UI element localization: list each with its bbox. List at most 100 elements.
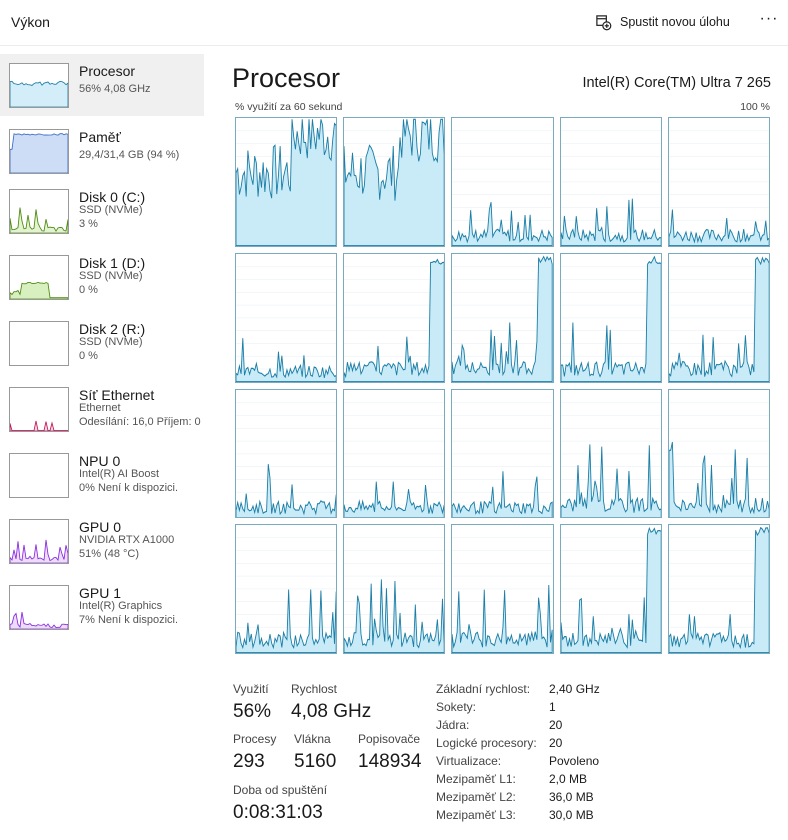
logical-processor-graph — [559, 388, 662, 519]
sidebar-item-detail: Intel(R) Graphics — [79, 600, 163, 612]
sidebar-item-detail: 0 % — [79, 350, 98, 362]
sidebar-item-name: Disk 1 (D:) — [79, 255, 146, 271]
gpu-1-thumbnail-graph — [9, 585, 69, 630]
threads-label: Vlákna — [294, 732, 331, 746]
handles-label: Popisovače — [358, 732, 421, 746]
memory-thumbnail-graph — [9, 129, 69, 174]
sidebar-item-name: Síť Ethernet — [79, 387, 155, 403]
top-bar: Výkon Spustit novou úlohu ··· — [0, 0, 788, 46]
graph-trace — [10, 80, 68, 107]
sidebar-item-detail: 0% Není k dispozici. — [79, 482, 179, 494]
npu-thumbnail-graph — [9, 453, 69, 498]
detail-value: 1 — [549, 700, 556, 714]
disk-0-thumbnail-graph — [9, 189, 69, 234]
sidebar-item-detail: NVIDIA RTX A1000 — [79, 534, 175, 546]
graph-trace — [10, 281, 68, 299]
page-title: Výkon — [11, 14, 50, 30]
graph-trace — [560, 527, 661, 653]
logical-processor-graph — [343, 252, 446, 383]
detail-value: Povoleno — [549, 754, 600, 768]
sidebar-item-detail: 0 % — [79, 284, 98, 296]
processes-value: 293 — [233, 751, 265, 772]
logical-processor-graph — [667, 117, 770, 247]
logical-processor-graph — [343, 388, 446, 519]
sidebar-item-gpu-0[interactable]: GPU 0 NVIDIA RTX A1000 51% (48 °C) — [0, 510, 204, 572]
detail-value: 30,0 MB — [549, 808, 594, 822]
detail-key: Logické procesory: — [436, 736, 537, 750]
sidebar-item-detail: SSD (NVMe) — [79, 270, 143, 282]
graph-trace — [10, 133, 68, 173]
logical-processor-graph — [667, 252, 770, 383]
disk-1-thumbnail-graph — [9, 255, 69, 300]
sidebar-item-detail: 7% Není k dispozici. — [79, 614, 179, 626]
graph-trace — [344, 118, 445, 246]
detail-key: Jádra: — [436, 718, 470, 732]
processes-label: Procesy — [233, 732, 277, 746]
detail-value: 20 — [549, 718, 563, 732]
graph-trace — [10, 207, 68, 233]
sidebar-item-name: GPU 0 — [79, 519, 122, 535]
threads-value: 5160 — [294, 751, 337, 772]
logical-processor-graph — [235, 388, 338, 519]
run-new-task-label: Spustit novou úlohu — [620, 15, 730, 29]
graph-trace — [236, 119, 337, 246]
graph-trace — [236, 589, 337, 653]
ethernet-thumbnail-graph — [9, 387, 69, 432]
sidebar-item-disk-2[interactable]: Disk 2 (R:) SSD (NVMe) 0 % — [0, 312, 204, 374]
graph-trace — [10, 420, 68, 431]
logical-processor-graph — [451, 252, 554, 383]
detail-key: Mezipaměť L1: — [436, 772, 516, 786]
graph-trace — [10, 612, 68, 629]
speed-value: 4,08 GHz — [291, 701, 372, 722]
logical-processor-graph — [667, 388, 770, 519]
sidebar-item-npu-0[interactable]: NPU 0 Intel(R) AI Boost 0% Není k dispoz… — [0, 444, 204, 506]
graph-trace — [668, 209, 769, 246]
sidebar-item-detail: 51% (48 °C) — [79, 548, 140, 560]
logical-processor-graph — [343, 524, 446, 654]
graph-trace — [452, 470, 553, 518]
gpu-0-thumbnail-graph — [9, 519, 69, 564]
logical-processor-graph — [451, 388, 554, 519]
new-task-icon — [596, 14, 612, 30]
sidebar-item-disk-0[interactable]: Disk 0 (C:) SSD (NVMe) 3 % — [0, 180, 204, 242]
logical-processor-graph — [667, 524, 770, 654]
logical-processor-graph — [559, 252, 662, 383]
sidebar-item-disk-1[interactable]: Disk 1 (D:) SSD (NVMe) 0 % — [0, 246, 204, 308]
more-options-icon[interactable]: ··· — [759, 10, 779, 27]
graph-trace — [236, 463, 337, 518]
graph-axis-caption: % využití za 60 sekund — [235, 101, 343, 113]
sidebar-item-detail: 56% 4,08 GHz — [79, 83, 151, 95]
sidebar-item-detail: SSD (NVMe) — [79, 336, 143, 348]
logical-processor-graph — [343, 117, 446, 247]
sidebar-item-name: Procesor — [79, 63, 136, 79]
graph-trace — [668, 527, 769, 653]
detail-value: 36,0 MB — [549, 790, 594, 804]
sidebar-item-detail: 3 % — [79, 218, 98, 230]
logical-processor-graph — [235, 252, 338, 383]
sidebar-item-memory[interactable]: Paměť 29,4/31,4 GB (94 %) — [0, 120, 204, 182]
logical-processor-graph — [451, 524, 554, 654]
graph-trace — [560, 198, 661, 246]
uptime-label: Doba od spuštění — [233, 783, 328, 797]
logical-processor-graph — [559, 117, 662, 247]
detail-value: 20 — [549, 736, 563, 750]
graph-trace — [668, 441, 769, 518]
detail-key: Základní rychlost: — [436, 682, 531, 696]
sidebar-item-cpu[interactable]: Procesor 56% 4,08 GHz — [0, 54, 204, 116]
sidebar-item-gpu-1[interactable]: GPU 1 Intel(R) Graphics 7% Není k dispoz… — [0, 576, 204, 638]
utilization-value: 56% — [233, 701, 272, 722]
sidebar-item-ethernet[interactable]: Síť Ethernet Ethernet Odesílání: 16,0 Př… — [0, 378, 204, 440]
graph-trace — [10, 539, 68, 563]
uptime-value: 0:08:31:03 — [233, 802, 323, 823]
cpu-thumbnail-graph — [9, 63, 69, 108]
run-new-task-button[interactable]: Spustit novou úlohu — [595, 11, 730, 33]
detail-value: 2,0 MB — [549, 772, 588, 786]
disk-2-thumbnail-graph — [9, 321, 69, 366]
graph-trace — [344, 481, 445, 518]
logical-processor-graphs — [235, 117, 770, 654]
handles-value: 148934 — [358, 751, 422, 772]
sidebar-item-detail: Odesílání: 16,0 Příjem: 0 — [79, 416, 201, 428]
logical-processor-graph — [235, 117, 338, 247]
sidebar-item-detail: 29,4/31,4 GB (94 %) — [79, 149, 180, 161]
graph-trace — [560, 443, 661, 518]
